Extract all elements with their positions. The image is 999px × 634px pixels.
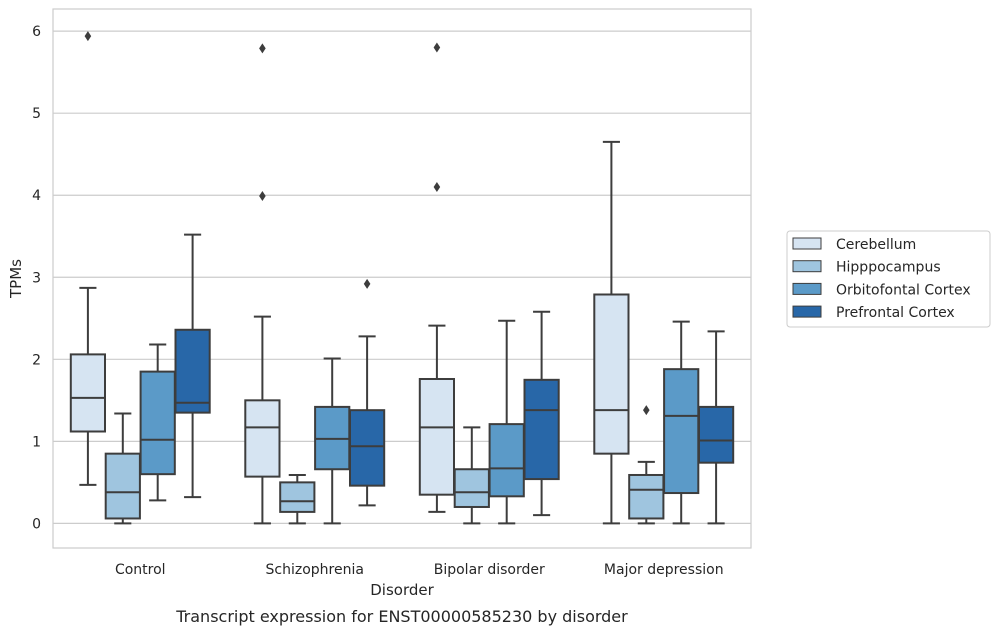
box-body (244, 399, 281, 478)
box-plot (348, 278, 386, 507)
box-plot (418, 42, 456, 513)
outlier-point (643, 405, 650, 416)
y-axis-label: TPMs (7, 259, 25, 299)
legend-swatch (792, 237, 822, 250)
series-1 (104, 405, 665, 525)
legend-label: Prefrontal Cortex (836, 305, 955, 321)
legend-label: Hipppocampus (836, 260, 941, 276)
y-tick-label: 5 (32, 106, 41, 122)
x-tick-label: Major depression (604, 562, 724, 578)
chart-caption: Transcript expression for ENST0000058523… (175, 607, 628, 626)
x-tick-label: Schizophrenia (266, 562, 364, 578)
y-tick-label: 4 (32, 188, 41, 204)
x-tick-label: Bipolar disorder (434, 562, 545, 578)
box-plot (488, 319, 525, 525)
box-body (628, 473, 665, 520)
outlier-point (84, 31, 92, 42)
series-0 (69, 31, 630, 525)
plot-area-frame (52, 8, 752, 549)
legend-swatch (792, 282, 822, 295)
y-tick-label: 3 (32, 270, 41, 286)
y-tick-label: 0 (32, 516, 41, 532)
box-plot (593, 140, 630, 525)
outlier-point (433, 182, 441, 193)
box-plot (314, 357, 351, 525)
legend-item: Prefrontal Cortex (792, 305, 955, 321)
box-body (697, 405, 735, 464)
box-plot (523, 310, 560, 517)
legend: Cerebellum Hipppocampus Orbitofontal Corte… (786, 230, 991, 328)
x-axis-ticks: Control Schizophrenia Bipolar disorder Majo… (115, 562, 724, 578)
legend-label: Orbitofontal Cortex (836, 282, 971, 298)
box-body (104, 452, 141, 520)
series-2 (139, 319, 700, 525)
legend-frame (786, 230, 991, 328)
box-body (488, 423, 525, 498)
y-axis-ticks: 0 1 2 3 4 5 6 (32, 24, 41, 532)
box-plot (628, 405, 665, 525)
y-tick-label: 6 (32, 24, 41, 40)
legend-item: Orbitofontal Cortex (792, 282, 971, 298)
x-tick-label: Control (115, 562, 166, 578)
box-plot (139, 343, 176, 502)
box-plot (663, 320, 700, 525)
box-body (453, 468, 490, 508)
outlier-point (259, 191, 266, 202)
box-series (69, 31, 735, 525)
box-body (348, 409, 386, 487)
box-plot (174, 233, 211, 499)
series-3 (174, 233, 735, 525)
x-axis-label: Disorder (370, 581, 434, 599)
outlier-point (363, 278, 371, 289)
box-plot (244, 43, 281, 525)
y-tick-label: 1 (32, 434, 41, 450)
box-body (279, 481, 316, 513)
box-body (418, 377, 456, 496)
y-tick-label: 2 (32, 352, 41, 368)
legend-item: Hipppocampus (792, 260, 941, 276)
box-plot (279, 473, 316, 525)
legend-swatch (792, 260, 822, 273)
legend-items: Cerebellum Hipppocampus Orbitofontal Corte… (792, 237, 971, 321)
outlier-point (259, 43, 266, 54)
box-plot (453, 426, 490, 525)
box-body (663, 368, 700, 495)
box-plot (697, 330, 735, 525)
box-body (139, 370, 176, 476)
box-body (174, 328, 211, 414)
box-body (593, 293, 630, 455)
box-body (523, 378, 560, 481)
box-plot (69, 31, 107, 486)
legend-item: Cerebellum (792, 237, 916, 253)
legend-label: Cerebellum (836, 237, 916, 253)
box-plot (104, 412, 141, 525)
outlier-point (433, 42, 441, 53)
box-body (69, 353, 107, 433)
legend-swatch (792, 305, 822, 318)
